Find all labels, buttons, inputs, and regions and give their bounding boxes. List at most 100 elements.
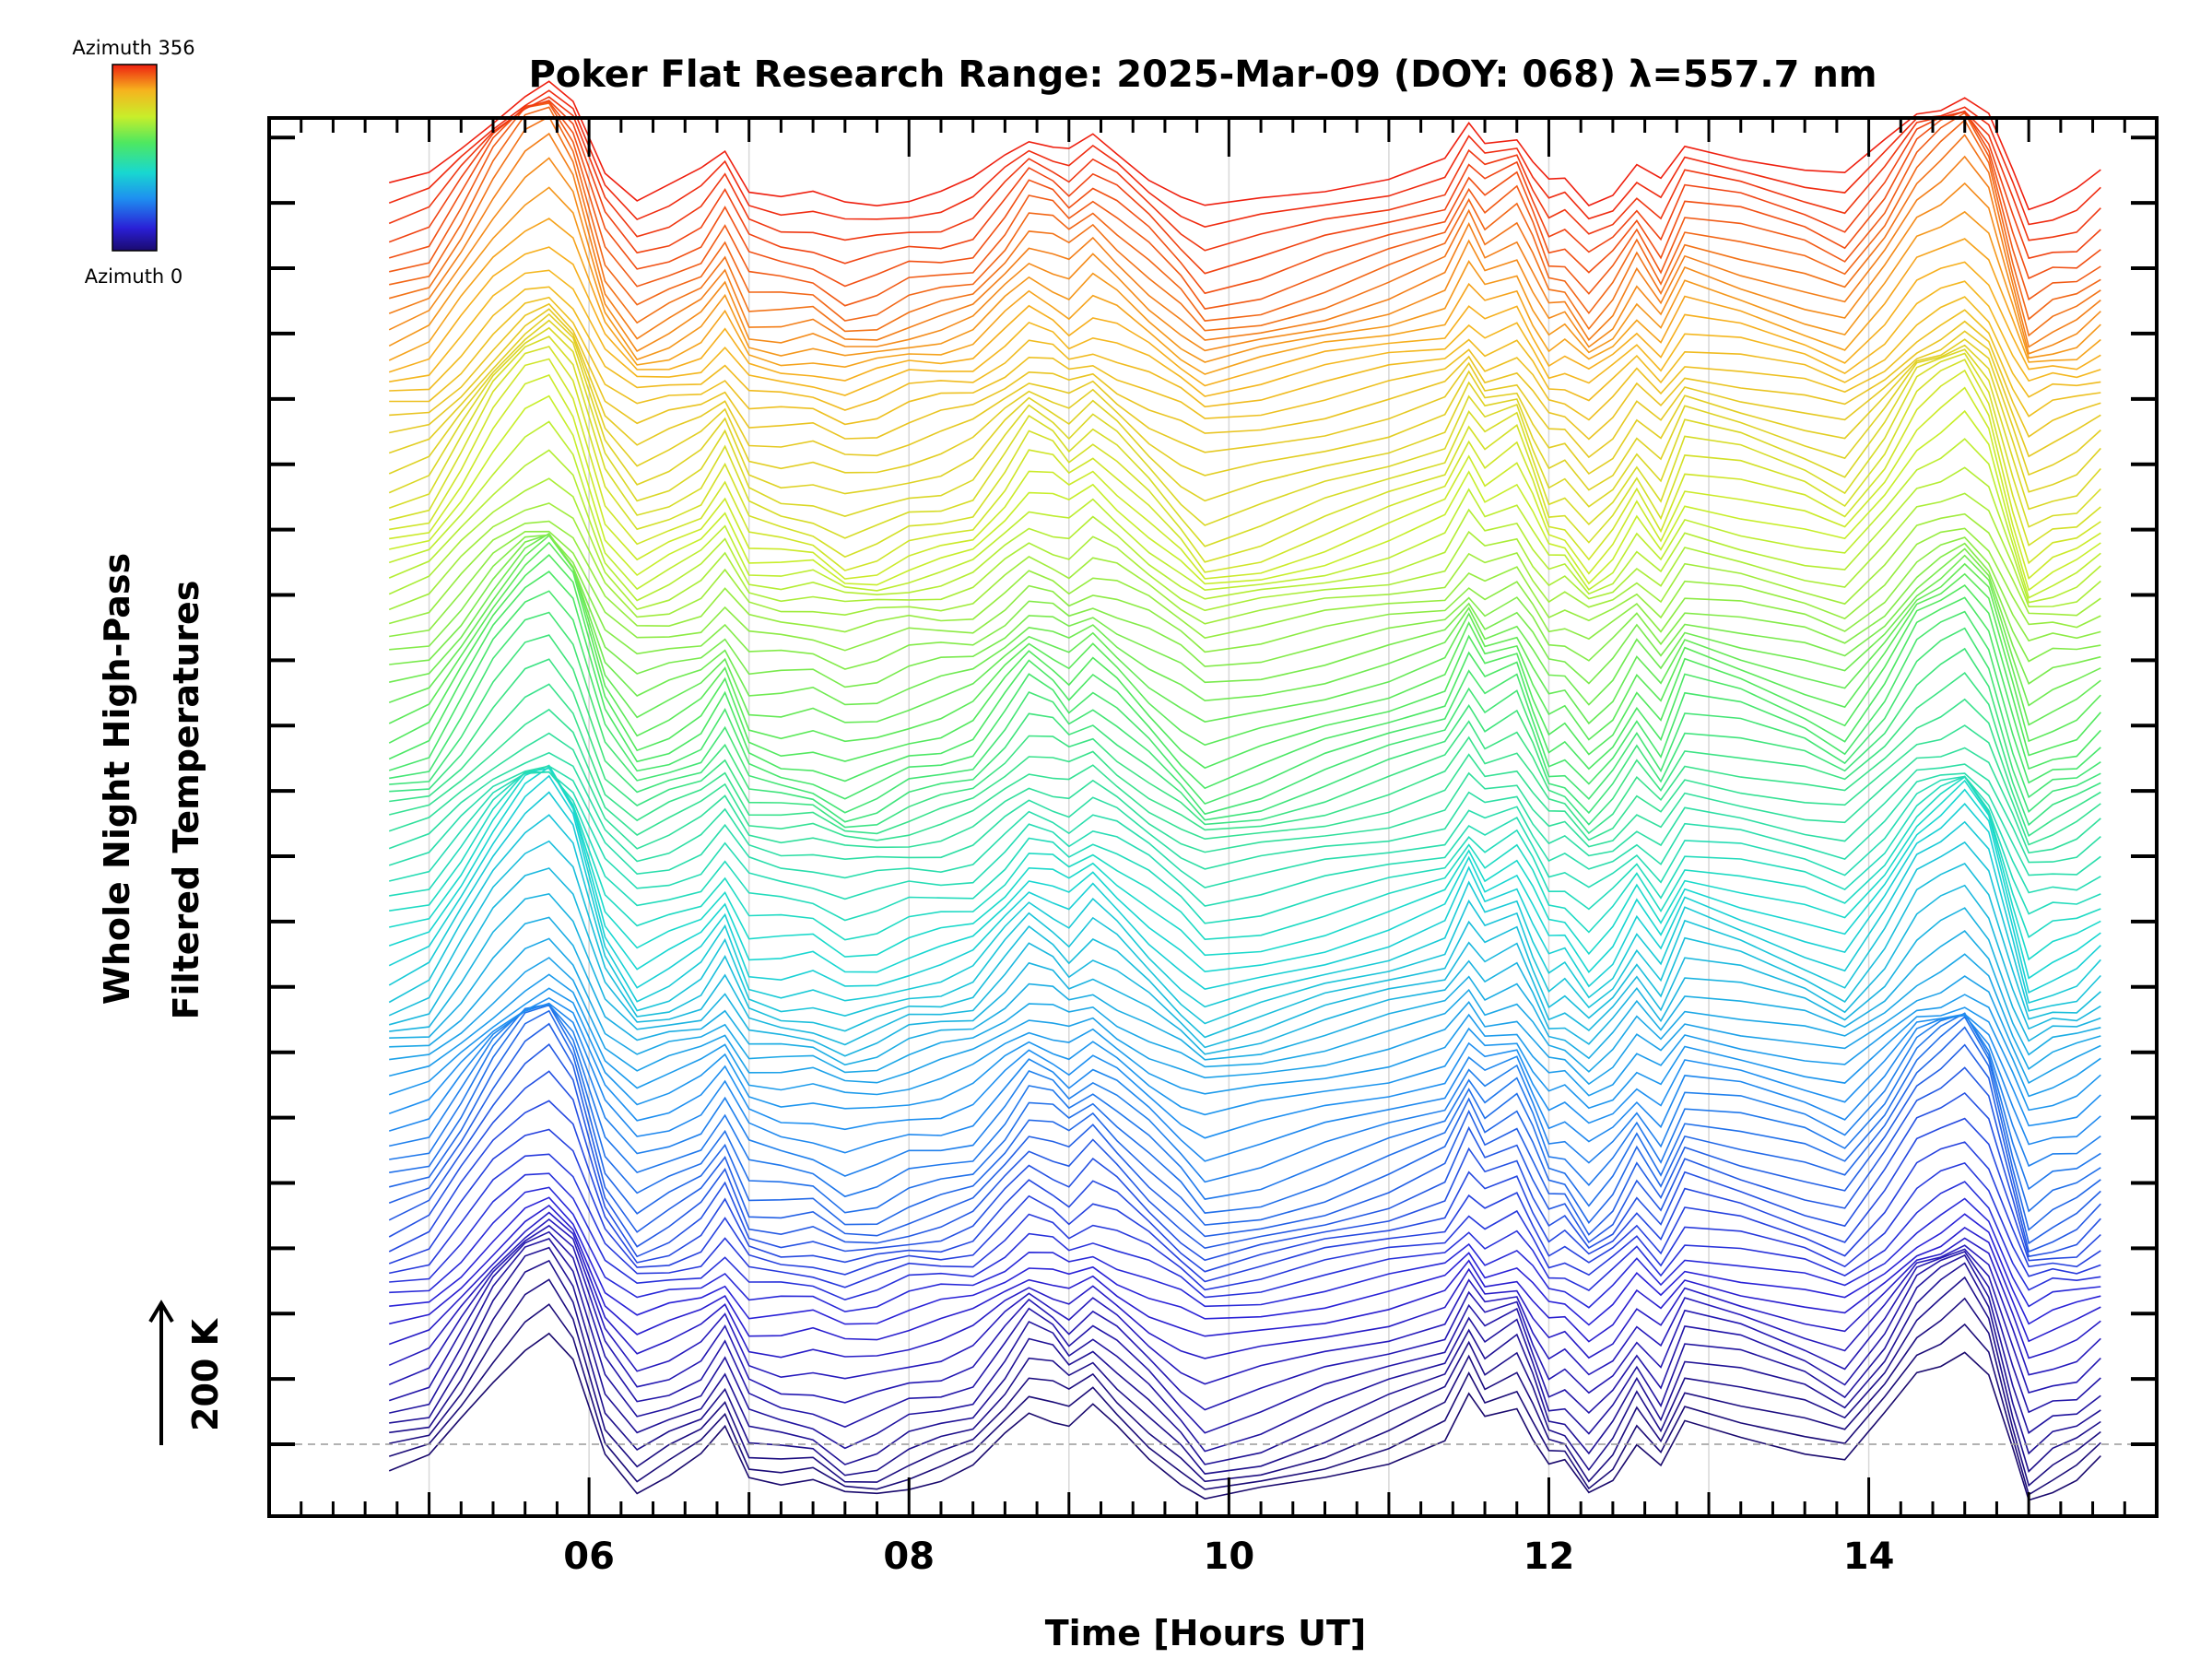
series-line-azimuth-260 [389, 374, 2101, 581]
series-line-azimuth-224 [389, 533, 2101, 688]
series-line-azimuth-256 [389, 394, 2101, 592]
series-line-azimuth-92 [389, 1004, 2101, 1183]
series-line-azimuth-240 [388, 502, 2101, 625]
series-line-azimuth-44 [389, 1196, 2101, 1326]
series-line-azimuth-276 [388, 326, 2101, 526]
series-line-azimuth-316 [388, 186, 2101, 363]
series-line-azimuth-100 [388, 996, 2101, 1139]
y-axis-label-line1: Whole Night High-Pass [97, 553, 137, 1005]
series-line-azimuth-216 [388, 535, 2101, 726]
series-line-azimuth-200 [388, 590, 2101, 806]
series-line-azimuth-352 [388, 89, 2101, 228]
series-line-azimuth-28 [388, 1224, 2101, 1411]
series-line-azimuth-236 [388, 520, 2101, 639]
chart-title: Poker Flat Research Range: 2025-Mar-09 (… [528, 53, 1877, 96]
x-tick-label: 06 [563, 1535, 615, 1578]
series-line-azimuth-176 [388, 732, 2101, 854]
series-line-azimuth-156 [389, 767, 2101, 941]
colorbar [112, 64, 158, 252]
series-line-azimuth-268 [389, 346, 2101, 563]
scale-bar: 200 K [148, 1300, 226, 1445]
plot-frame [267, 116, 2159, 1518]
scale-bar-label: 200 K [185, 1317, 226, 1431]
series-line-azimuth-56 [389, 1153, 2101, 1291]
series-line-azimuth-152 [389, 764, 2101, 961]
series-line-azimuth-304 [389, 269, 2101, 397]
x-tick-label: 14 [1843, 1535, 1895, 1578]
series-line-azimuth-52 [389, 1172, 2101, 1301]
series-line-azimuth-132 [388, 840, 2101, 1039]
series-line-azimuth-192 [389, 634, 2101, 823]
series-line-azimuth-184 [389, 683, 2101, 838]
series-line-azimuth-164 [389, 771, 2101, 907]
series-line-azimuth-120 [389, 916, 2101, 1066]
series-line-azimuth-20 [389, 1238, 2101, 1453]
series-line-azimuth-112 [389, 957, 2101, 1086]
series-line-azimuth-168 [388, 765, 2101, 888]
series-line-azimuth-296 [389, 296, 2101, 426]
x-tick-label: 12 [1524, 1535, 1575, 1578]
series-line-azimuth-272 [388, 335, 2101, 547]
scale-bar-arrowhead [148, 1300, 174, 1324]
series-line-azimuth-84 [389, 1004, 2101, 1214]
series-line-azimuth-308 [388, 246, 2101, 387]
series-line-azimuth-136 [388, 814, 2101, 1025]
series-line-azimuth-324 [388, 132, 2101, 348]
series-line-azimuth-344 [388, 100, 2101, 275]
colorbar-top-label: Azimuth 356 [72, 37, 194, 59]
series-line-azimuth-8 [389, 1278, 2101, 1488]
y-axis-label-line2: Filtered Temperatures [166, 581, 206, 1020]
series-line-azimuth-320 [388, 157, 2101, 355]
series-line-azimuth-48 [389, 1186, 2101, 1312]
series-line-azimuth-60 [388, 1128, 2101, 1283]
series-lines [388, 80, 2101, 1501]
series-line-azimuth-160 [389, 771, 2101, 924]
series-line-azimuth-72 [388, 1043, 2101, 1253]
series-line-azimuth-196 [389, 611, 2101, 816]
x-gridlines [428, 118, 1870, 1516]
series-line-azimuth-204 [388, 571, 2101, 790]
series-line-azimuth-32 [388, 1218, 2101, 1385]
series-line-azimuth-220 [389, 532, 2101, 707]
series-line-azimuth-336 [389, 102, 2101, 310]
x-tick-label: 10 [1204, 1535, 1255, 1578]
x-tick-labels: 06 08 10 12 14 [563, 1535, 1894, 1578]
series-line-azimuth-36 [388, 1211, 2101, 1359]
series-line-azimuth-280 [388, 319, 2101, 502]
series-line-azimuth-244 [388, 477, 2101, 612]
series-line-azimuth-228 [389, 534, 2101, 670]
series-line-azimuth-104 [388, 987, 2101, 1116]
series-line-azimuth-248 [388, 449, 2101, 604]
series-line-azimuth-356 [389, 80, 2101, 211]
series-line-azimuth-116 [389, 937, 2101, 1074]
series-line-azimuth-64 [388, 1100, 2101, 1273]
series-line-azimuth-292 [389, 302, 2101, 441]
series-line-azimuth-16 [389, 1246, 2101, 1465]
x-axis-label: Time [Hours UT] [1045, 1613, 1367, 1653]
series-line-azimuth-300 [389, 286, 2101, 411]
series-line-azimuth-172 [388, 751, 2101, 870]
series-line-azimuth-284 [388, 312, 2101, 477]
series-line-azimuth-12 [389, 1259, 2101, 1477]
axis-ticks [267, 118, 2159, 1516]
series-line-azimuth-252 [388, 420, 2101, 599]
series-line-azimuth-332 [389, 106, 2101, 322]
series-line-azimuth-124 [389, 893, 2101, 1057]
series-line-azimuth-180 [389, 708, 2101, 846]
colorbar-bottom-label: Azimuth 0 [85, 265, 183, 288]
series-line-azimuth-88 [389, 1003, 2101, 1200]
series-line-azimuth-80 [389, 1009, 2101, 1231]
x-tick-label: 08 [883, 1535, 935, 1578]
series-line-azimuth-108 [389, 973, 2101, 1098]
series-line-azimuth-4 [388, 1303, 2101, 1496]
series-line-azimuth-96 [388, 1002, 2101, 1162]
series-line-azimuth-76 [388, 1022, 2101, 1245]
series-line-azimuth-128 [388, 867, 2101, 1049]
series-line-azimuth-288 [389, 308, 2101, 459]
series-line-azimuth-348 [388, 96, 2101, 252]
series-line-azimuth-40 [389, 1204, 2101, 1343]
series-line-azimuth-232 [389, 530, 2101, 653]
series-line-azimuth-0 [388, 1332, 2101, 1501]
series-line-azimuth-212 [388, 541, 2101, 747]
